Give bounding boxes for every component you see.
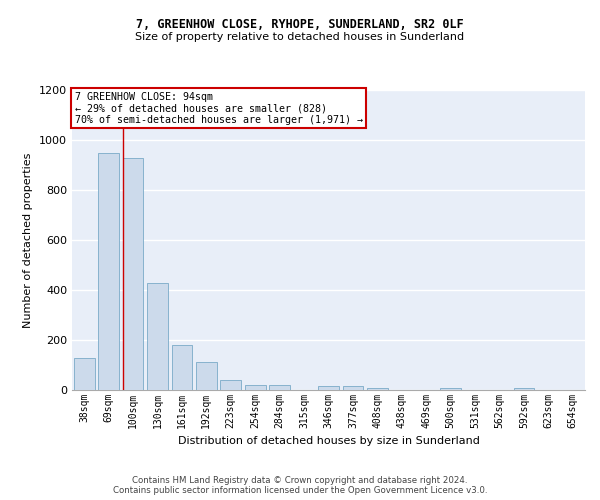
Text: Contains HM Land Registry data © Crown copyright and database right 2024.: Contains HM Land Registry data © Crown c…: [132, 476, 468, 485]
Bar: [220, 380, 241, 390]
Bar: [172, 344, 193, 390]
Bar: [318, 386, 339, 390]
Bar: [245, 385, 266, 390]
Bar: [98, 152, 119, 390]
Bar: [74, 358, 95, 390]
Bar: [440, 388, 461, 390]
Bar: [367, 388, 388, 390]
Text: Contains public sector information licensed under the Open Government Licence v3: Contains public sector information licen…: [113, 486, 487, 495]
X-axis label: Distribution of detached houses by size in Sunderland: Distribution of detached houses by size …: [178, 436, 479, 446]
Y-axis label: Number of detached properties: Number of detached properties: [23, 152, 34, 328]
Bar: [147, 283, 168, 390]
Bar: [269, 385, 290, 390]
Text: 7, GREENHOW CLOSE, RYHOPE, SUNDERLAND, SR2 0LF: 7, GREENHOW CLOSE, RYHOPE, SUNDERLAND, S…: [136, 18, 464, 30]
Text: 7 GREENHOW CLOSE: 94sqm
← 29% of detached houses are smaller (828)
70% of semi-d: 7 GREENHOW CLOSE: 94sqm ← 29% of detache…: [74, 92, 362, 124]
Bar: [196, 362, 217, 390]
Text: Size of property relative to detached houses in Sunderland: Size of property relative to detached ho…: [136, 32, 464, 42]
Bar: [122, 158, 143, 390]
Bar: [514, 388, 535, 390]
Bar: [343, 386, 364, 390]
